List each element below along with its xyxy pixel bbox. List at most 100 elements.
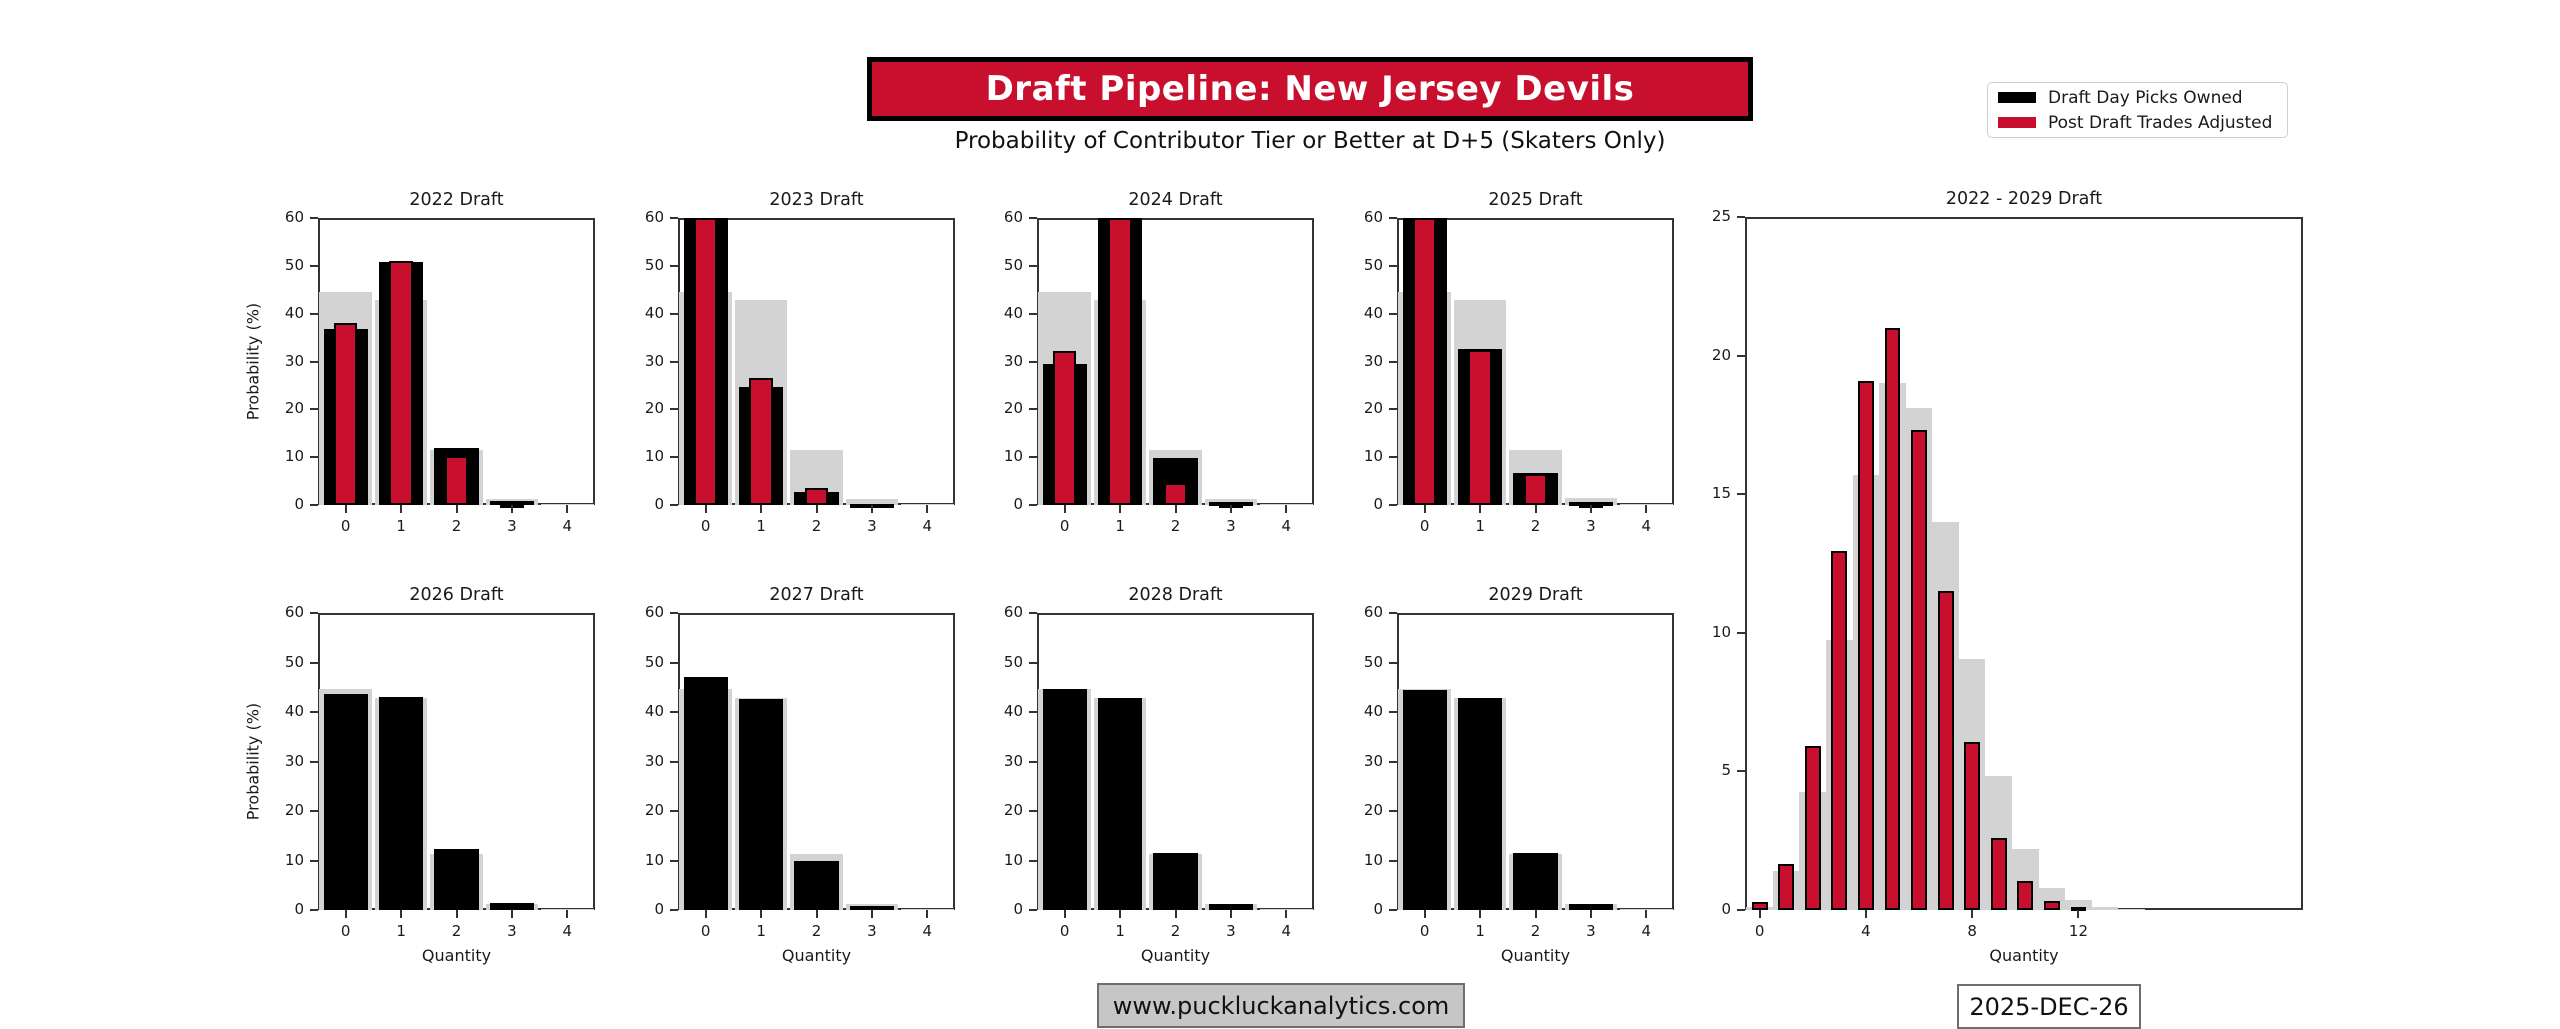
bar-draft-2026-s1-x0: [323, 694, 368, 910]
y-axis-label-draft-2022: Probability (%): [243, 302, 263, 420]
y-tick-label: 10: [284, 447, 304, 466]
y-tickmark: [1029, 859, 1037, 862]
x-tick-label: 2: [811, 517, 822, 535]
x-tickmark: [455, 505, 458, 513]
x-tick-label: 2: [451, 922, 462, 940]
y-tickmark: [1389, 711, 1397, 713]
y-tick-label: 50: [284, 652, 304, 671]
x-tick-label: 3: [867, 922, 877, 940]
y-tickmark: [1029, 312, 1037, 315]
legend-swatch-red: [1998, 117, 2036, 128]
bar-draft-2024-s2-x1: [1108, 218, 1132, 505]
y-tickmark: [310, 760, 318, 763]
y-tickmark: [1389, 264, 1397, 267]
x-tick-label: 4: [1641, 922, 1652, 940]
bar-draft-2027-s1-x2: [794, 861, 839, 910]
y-tick-label: 20: [1003, 801, 1023, 819]
y-tickmark: [1389, 217, 1397, 219]
y-tick-label: 30: [1363, 351, 1383, 370]
y-tick-label: 50: [644, 652, 664, 671]
y-tick-label: 20: [1363, 801, 1383, 819]
bar-draft-2022-s2-x0: [334, 323, 358, 505]
bar-draft-2022-2029-combined-s1-x7: [1937, 591, 1954, 910]
x-tick-label: 4: [1641, 517, 1652, 535]
bar-draft-2022-s2-x2: [444, 456, 469, 505]
y-tick-label: 0: [294, 495, 304, 513]
bar-draft-2024-s0-x4: [1259, 504, 1313, 505]
y-tickmark: [1029, 264, 1037, 267]
x-tick-label: 1: [1115, 922, 1125, 940]
x-axis-label-draft-2029: Quantity: [1500, 946, 1571, 965]
x-tickmark: [400, 910, 403, 918]
chart-title-draft-2025: 2025 Draft: [1488, 190, 1583, 210]
x-tick-label: 0: [340, 517, 351, 535]
x-tick-label: 2: [811, 922, 822, 940]
y-tick-label: 50: [644, 255, 664, 274]
chart-title-draft-2022-2029-combined: 2022 - 2029 Draft: [1945, 189, 2103, 209]
x-tickmark: [926, 505, 929, 513]
x-axis-label-draft-2026: Quantity: [421, 946, 492, 965]
x-tick-label: 3: [1586, 922, 1596, 940]
x-tickmark: [1534, 505, 1537, 513]
y-tickmark: [310, 711, 318, 713]
y-tick-label: 50: [1003, 255, 1023, 274]
bar-draft-2025-s2-x0: [1413, 218, 1437, 505]
y-tickmark: [1737, 354, 1745, 357]
y-tick-label: 40: [284, 702, 304, 720]
y-tick-label: 0: [1013, 495, 1023, 513]
y-tickmark: [1389, 661, 1397, 664]
bar-draft-2029-s0-x4: [1619, 909, 1673, 910]
y-tickmark: [1389, 504, 1397, 506]
y-tickmark: [1389, 312, 1397, 315]
x-tickmark: [1119, 910, 1122, 918]
y-tickmark: [310, 360, 318, 363]
y-tick-label: 30: [284, 351, 304, 370]
y-tick-label: 20: [284, 399, 304, 418]
x-tick-label: 3: [507, 922, 517, 940]
page-title: Draft Pipeline: New Jersey Devils: [985, 69, 1635, 109]
y-tick-label: 40: [1003, 702, 1023, 720]
y-tickmark: [1389, 360, 1397, 363]
y-tickmark: [1029, 612, 1037, 614]
x-tickmark: [815, 910, 818, 918]
x-tickmark: [760, 505, 763, 513]
y-tickmark: [670, 456, 678, 459]
y-tickmark: [1029, 360, 1037, 363]
y-tick-label: 15: [1711, 484, 1731, 503]
bar-draft-2024-s2-x0: [1053, 351, 1077, 505]
x-tickmark: [1423, 505, 1426, 513]
x-tickmark: [870, 910, 873, 918]
x-tickmark: [344, 505, 347, 513]
bar-draft-2022-2029-combined-s1-x11: [2043, 900, 2060, 910]
x-tick-label: 2: [451, 517, 462, 535]
y-tick-label: 0: [294, 900, 304, 918]
bar-draft-2022-2029-combined-s1-x10: [2017, 880, 2034, 910]
x-tick-label: 4: [1281, 922, 1292, 940]
y-tickmark: [1737, 493, 1745, 496]
chart-title-draft-2028: 2028 Draft: [1128, 585, 1223, 605]
bar-draft-2022-2029-combined-s1-x6: [1911, 430, 1927, 910]
y-tickmark: [1389, 612, 1397, 614]
x-tickmark: [2077, 910, 2080, 918]
x-tick-label: 2: [1170, 517, 1181, 535]
x-tick-label: 3: [1226, 922, 1236, 940]
y-tickmark: [1029, 456, 1037, 459]
y-tickmark: [310, 504, 318, 506]
y-tickmark: [670, 909, 678, 911]
y-tickmark: [310, 312, 318, 315]
y-tick-label: 0: [1373, 900, 1383, 918]
x-tick-label: 2: [1530, 922, 1541, 940]
x-tick-label: 2: [1170, 922, 1181, 940]
y-tick-label: 0: [654, 900, 664, 918]
x-tick-label: 2: [1530, 517, 1541, 535]
y-tickmark: [670, 859, 678, 862]
y-tick-label: 40: [284, 303, 304, 322]
x-tick-label: 4: [1861, 922, 1871, 940]
y-tickmark: [1389, 810, 1397, 812]
x-tickmark: [455, 910, 458, 918]
x-tickmark: [1534, 910, 1537, 918]
y-tick-label: 20: [1711, 345, 1731, 364]
bar-draft-2028-s1-x0: [1042, 688, 1087, 910]
y-tick-label: 50: [1363, 255, 1383, 274]
y-tick-label: 30: [1003, 751, 1023, 770]
